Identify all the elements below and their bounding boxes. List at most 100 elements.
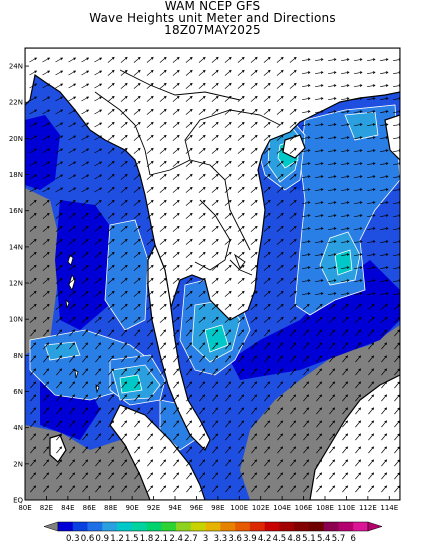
direction-arrow [264, 342, 271, 350]
direction-arrow [250, 147, 258, 154]
direction-arrow [55, 212, 63, 219]
direction-arrow [198, 108, 206, 115]
direction-arrow [328, 214, 337, 218]
direction-arrow [134, 472, 141, 480]
direction-arrow [81, 174, 90, 180]
direction-arrow [69, 446, 76, 454]
direction-arrow [315, 214, 324, 218]
direction-arrow [225, 472, 232, 480]
direction-arrow [315, 71, 324, 75]
direction-arrow [238, 329, 245, 337]
direction-arrow [68, 57, 77, 63]
direction-arrow [212, 485, 219, 493]
direction-arrow [186, 342, 193, 350]
direction-arrow [30, 394, 37, 402]
direction-arrow [211, 95, 219, 102]
direction-arrow [42, 187, 51, 193]
direction-arrow [277, 472, 284, 480]
direction-arrow [56, 329, 63, 337]
direction-arrow [55, 161, 64, 167]
direction-arrow [316, 407, 323, 415]
direction-arrow [120, 82, 128, 89]
direction-arrow [329, 485, 336, 493]
direction-arrow [263, 199, 271, 206]
direction-arrow [160, 394, 167, 402]
direction-arrow [329, 459, 336, 467]
direction-arrow [146, 95, 154, 102]
direction-arrow [55, 70, 64, 76]
direction-arrow [133, 277, 141, 284]
direction-arrow [380, 279, 389, 283]
direction-arrow [212, 472, 219, 480]
direction-arrow [68, 174, 77, 180]
direction-arrow [224, 147, 232, 154]
direction-arrow [82, 459, 89, 467]
direction-arrow [147, 407, 154, 415]
direction-arrow [342, 459, 349, 467]
direction-arrow [211, 173, 219, 180]
direction-arrow [315, 292, 324, 296]
direction-arrow [355, 355, 362, 363]
direction-arrow [341, 292, 350, 296]
direction-arrow [55, 199, 63, 206]
direction-arrow [42, 238, 50, 245]
direction-arrow [121, 368, 128, 376]
direction-arrow [212, 368, 219, 376]
colorbar-frame [57, 521, 369, 532]
direction-arrow [107, 108, 115, 115]
direction-arrow [225, 355, 232, 363]
direction-arrow [264, 420, 271, 428]
direction-arrow [276, 186, 284, 193]
direction-arrow [82, 472, 89, 480]
direction-arrow [355, 485, 362, 493]
direction-arrow [147, 329, 154, 337]
direction-arrow [185, 186, 193, 193]
direction-arrow [264, 472, 271, 480]
direction-arrow [56, 368, 63, 376]
direction-arrow [120, 264, 128, 271]
direction-arrow [276, 121, 284, 128]
direction-arrow [276, 199, 284, 206]
direction-arrow [68, 148, 77, 154]
direction-arrow [186, 433, 193, 441]
direction-arrow [341, 84, 350, 88]
direction-arrow [328, 71, 337, 75]
direction-arrow [134, 394, 141, 402]
direction-arrow [251, 381, 258, 389]
direction-arrow [134, 381, 141, 389]
direction-arrow [133, 147, 141, 154]
y-tick-label: 10N [9, 316, 23, 324]
direction-arrow [172, 69, 180, 76]
direction-arrow [237, 108, 245, 115]
direction-arrow [238, 381, 245, 389]
direction-arrow [133, 290, 141, 297]
direction-arrow [225, 446, 232, 454]
direction-arrow [354, 240, 363, 244]
direction-arrow [146, 212, 154, 219]
direction-arrow [133, 121, 141, 128]
direction-arrow [380, 58, 389, 62]
direction-arrow [29, 316, 37, 323]
colorbar-label: 5.7 [332, 534, 346, 544]
colorbar-swatch [87, 522, 103, 531]
direction-arrow [342, 433, 349, 441]
x-tick-label: 82E [40, 504, 53, 512]
direction-arrow [212, 446, 219, 454]
direction-arrow [55, 238, 63, 245]
colorbar-label: 1.5 [125, 534, 139, 544]
direction-arrow [303, 472, 310, 480]
direction-arrow [212, 342, 219, 350]
direction-arrow [302, 266, 311, 270]
direction-arrow [315, 303, 323, 310]
direction-arrow [146, 290, 154, 297]
direction-arrow [354, 201, 363, 205]
direction-arrow [134, 407, 141, 415]
direction-arrow [108, 329, 115, 337]
direction-arrow [367, 71, 376, 75]
direction-arrow [55, 187, 64, 193]
direction-arrow [289, 69, 297, 76]
direction-arrow [381, 342, 388, 350]
direction-arrow [250, 251, 258, 258]
direction-arrow [368, 472, 375, 480]
direction-arrow [30, 407, 37, 415]
